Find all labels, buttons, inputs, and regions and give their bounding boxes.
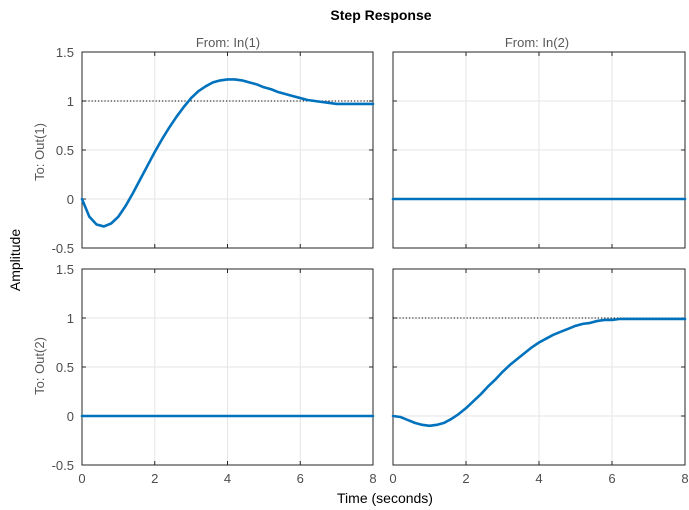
x-tick-label: 2: [151, 471, 158, 486]
step-response-line: [80, 78, 375, 228]
y-tick-label: 0.5: [56, 143, 74, 158]
y-tick-label: 1.5: [56, 45, 74, 60]
y-tick-label: 0: [67, 192, 74, 207]
y-tick-label: 0: [67, 409, 74, 424]
y-tick-label: -0.5: [52, 458, 74, 473]
y-tick-label: 1: [67, 94, 74, 109]
x-tick-label: 4: [224, 471, 231, 486]
y-tick-label: 0.5: [56, 360, 74, 375]
x-tick-label: 0: [78, 471, 85, 486]
x-tick-label: 8: [681, 471, 688, 486]
panel-r2-c1: -0.5 0 0.5 1 1.5 0 2 4 6 8: [52, 262, 377, 486]
chart-title: Step Response: [330, 7, 431, 23]
row-label-out2: To: Out(2): [32, 337, 47, 395]
subplot-grid: -0.500.511.5-0.500.511.50 2 4 6 8 0 2 4 6 8: [52, 45, 689, 486]
x-tick-label: 4: [535, 471, 542, 486]
x-tick-label: 0: [389, 471, 396, 486]
x-tick-label: 6: [297, 471, 304, 486]
x-axis-label: Time (seconds): [337, 490, 433, 506]
x-tick-label: 2: [462, 471, 469, 486]
x-tick-label: 8: [369, 471, 376, 486]
step-response-line: [391, 317, 687, 428]
y-tick-label: 1.5: [56, 262, 74, 277]
panel-r1-c2: [391, 51, 687, 249]
y-tick-label: -0.5: [52, 241, 74, 256]
row-label-out1: To: Out(1): [32, 123, 47, 181]
y-axis-label: Amplitude: [7, 229, 23, 291]
column-label-in1: From: In(1): [196, 35, 260, 50]
x-tick-label: 6: [608, 471, 615, 486]
panel-r2-c2: 0 2 4 6 8: [389, 268, 689, 486]
column-label-in2: From: In(2): [505, 35, 569, 50]
panel-r1-c1: -0.5 0 0.5 1 1.5: [52, 45, 375, 256]
y-tick-label: 1: [67, 311, 74, 326]
